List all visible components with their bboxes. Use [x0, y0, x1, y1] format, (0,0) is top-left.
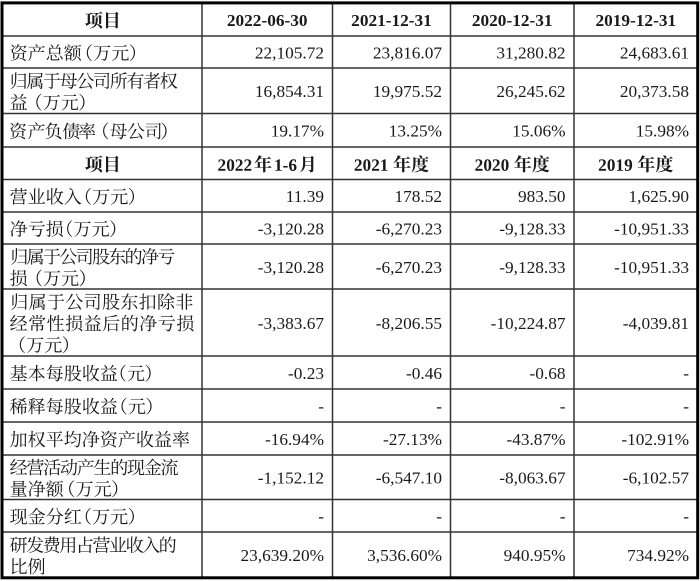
svg-text:2022-06-30: 2022-06-30: [227, 11, 308, 30]
svg-text:-: -: [683, 507, 689, 526]
svg-text:-43.87%: -43.87%: [506, 430, 565, 449]
svg-text:-0.68: -0.68: [530, 364, 566, 383]
svg-text:178.52: 178.52: [394, 187, 442, 206]
svg-text:-3,120.28: -3,120.28: [258, 258, 324, 277]
svg-text:-: -: [318, 507, 324, 526]
svg-text:-1,152.12: -1,152.12: [258, 469, 324, 488]
svg-text:-: -: [436, 397, 442, 416]
svg-text:940.95%: 940.95%: [504, 546, 566, 565]
svg-text:11.39: 11.39: [286, 187, 324, 206]
svg-text:-102.91%: -102.91%: [621, 430, 689, 449]
svg-text:13.25%: 13.25%: [389, 122, 442, 141]
svg-text:16,854.31: 16,854.31: [255, 82, 324, 101]
svg-text:-6,102.57: -6,102.57: [623, 469, 690, 488]
svg-text:-6,270.23: -6,270.23: [376, 258, 442, 277]
svg-text:-: -: [560, 397, 566, 416]
svg-text:22,105.72: 22,105.72: [255, 43, 324, 62]
svg-text:-0.23: -0.23: [288, 364, 324, 383]
svg-text:-6,270.23: -6,270.23: [376, 219, 442, 238]
svg-text:983.50: 983.50: [518, 187, 566, 206]
svg-text:2019-12-31: 2019-12-31: [595, 11, 676, 30]
svg-text:26,245.62: 26,245.62: [496, 82, 565, 101]
svg-text:-16.94%: -16.94%: [265, 430, 324, 449]
svg-text:-9,128.33: -9,128.33: [499, 258, 565, 277]
svg-text:15.98%: 15.98%: [636, 122, 689, 141]
svg-text:-8,063.67: -8,063.67: [499, 469, 566, 488]
svg-text:-: -: [318, 397, 324, 416]
svg-text:20,373.58: 20,373.58: [620, 82, 689, 101]
svg-text:-0.46: -0.46: [406, 364, 442, 383]
svg-text:2020-12-31: 2020-12-31: [472, 11, 553, 30]
svg-text:-10,951.33: -10,951.33: [614, 219, 689, 238]
svg-text:-10,224.87: -10,224.87: [491, 314, 566, 333]
svg-text:3,536.60%: 3,536.60%: [367, 546, 442, 565]
svg-text:23,639.20%: 23,639.20%: [240, 546, 324, 565]
svg-text:-: -: [683, 364, 689, 383]
svg-text:15.06%: 15.06%: [512, 122, 565, 141]
svg-text:-: -: [683, 397, 689, 416]
svg-text:-: -: [436, 507, 442, 526]
svg-text:2021-12-31: 2021-12-31: [351, 11, 432, 30]
svg-text:-8,206.55: -8,206.55: [376, 314, 442, 333]
svg-text:-3,120.28: -3,120.28: [258, 219, 324, 238]
svg-text:-3,383.67: -3,383.67: [258, 314, 325, 333]
svg-text:-4,039.81: -4,039.81: [623, 314, 689, 333]
svg-text:-6,547.10: -6,547.10: [376, 469, 442, 488]
svg-text:19.17%: 19.17%: [271, 122, 324, 141]
svg-text:-9,128.33: -9,128.33: [499, 219, 565, 238]
svg-text:-10,951.33: -10,951.33: [614, 258, 689, 277]
svg-text:24,683.61: 24,683.61: [620, 43, 689, 62]
svg-text:19,975.52: 19,975.52: [373, 82, 442, 101]
svg-text:1,625.90: 1,625.90: [629, 187, 689, 206]
svg-text:23,816.07: 23,816.07: [373, 43, 442, 62]
svg-text:31,280.82: 31,280.82: [496, 43, 565, 62]
svg-text:-27.13%: -27.13%: [383, 430, 442, 449]
svg-text:-: -: [560, 507, 566, 526]
svg-text:734.92%: 734.92%: [627, 546, 689, 565]
